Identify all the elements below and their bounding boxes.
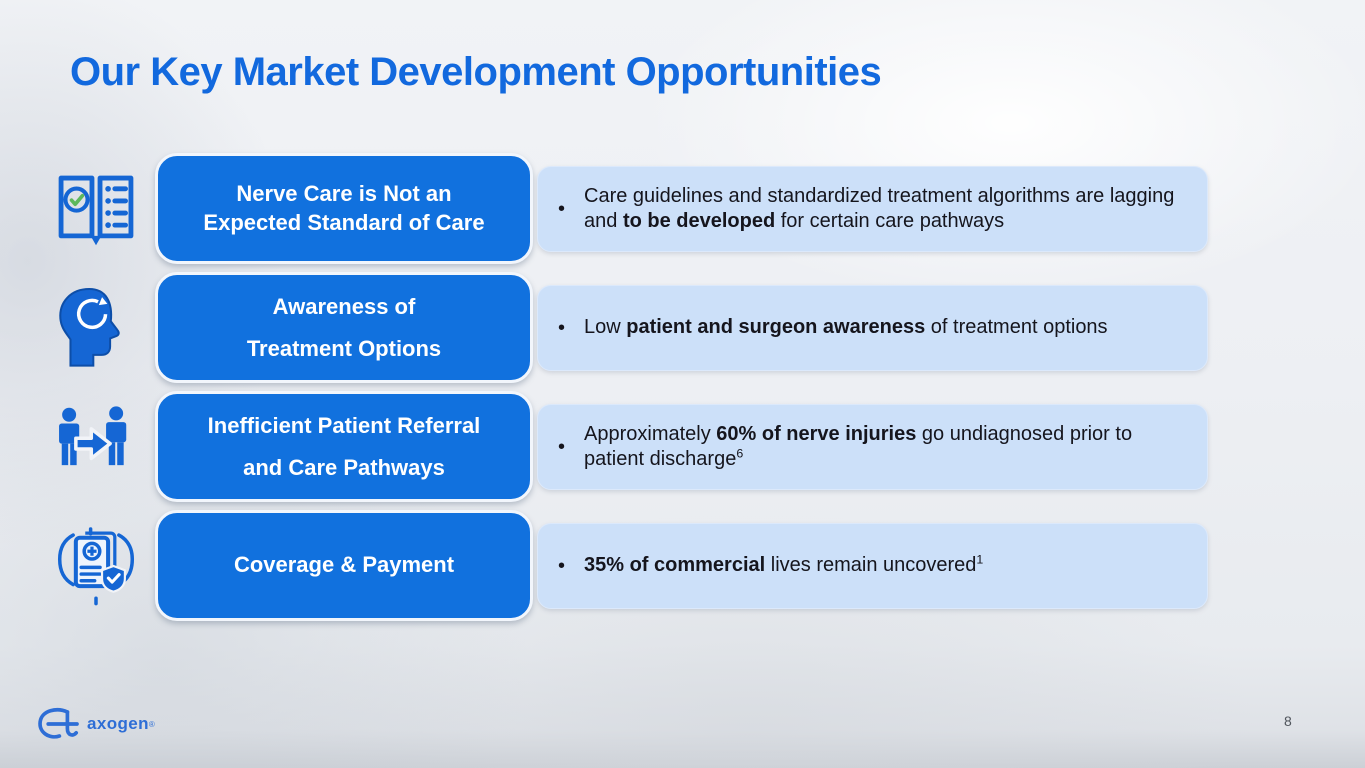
bullet-text: Care guidelines and standardized treatme… — [584, 184, 1175, 232]
opportunity-detail-box: • Low patient and surgeon awareness of t… — [537, 284, 1208, 371]
row-icon-cell — [40, 272, 152, 383]
bullet-text: 35% of commercial lives remain uncovered… — [584, 552, 984, 576]
row-icon-cell — [40, 391, 152, 502]
head-awareness-icon — [53, 285, 139, 371]
page-title: Our Key Market Development Opportunities — [70, 50, 882, 94]
bullet-marker: • — [558, 554, 566, 577]
axogen-logo-mark-icon — [38, 708, 79, 739]
bullet-marker: • — [558, 435, 566, 458]
row-icon-cell — [40, 510, 152, 621]
opportunity-row: Inefficient Patient Referral and Care Pat… — [40, 391, 1208, 502]
bullet-text: Approximately 60% of nerve injuries go u… — [584, 422, 1133, 470]
row-icon-cell — [40, 153, 152, 264]
opportunity-rows: Nerve Care is Not an Expected Standard of… — [40, 153, 1208, 621]
axogen-logo: axogen ® — [33, 704, 155, 744]
opportunity-label-box: Coverage & Payment — [155, 510, 533, 621]
opportunity-label-box: Awareness of Treatment Options — [155, 272, 533, 383]
opportunity-detail-box: • 35% of commercial lives remain uncover… — [537, 522, 1208, 609]
bullet-marker: • — [558, 197, 566, 220]
bullet-marker: • — [558, 316, 566, 339]
opportunity-label-box: Inefficient Patient Referral and Care Pat… — [155, 391, 533, 502]
coverage-payment-icon — [53, 523, 139, 609]
opportunity-label-box: Nerve Care is Not an Expected Standard of… — [155, 153, 533, 264]
opportunity-row: Awareness of Treatment Options • Low pati… — [40, 272, 1208, 383]
opportunity-label: Nerve Care is Not an Expected Standard of… — [203, 180, 485, 235]
axogen-logo-text: axogen — [87, 714, 149, 733]
bullet-text: Low patient and surgeon awareness of tre… — [584, 316, 1108, 338]
page-number: 8 — [1284, 713, 1292, 729]
patient-referral-icon — [53, 404, 139, 490]
opportunity-label: Awareness of Treatment Options — [246, 293, 442, 361]
opportunity-detail-box: • Approximately 60% of nerve injuries go… — [537, 403, 1208, 490]
opportunity-row: Nerve Care is Not an Expected Standard of… — [40, 153, 1208, 264]
opportunity-label: Coverage & Payment — [233, 552, 455, 578]
opportunity-label: Inefficient Patient Referral and Care Pat… — [207, 412, 481, 480]
opportunity-row: Coverage & Payment • 35% of commercial l… — [40, 510, 1208, 621]
registered-mark: ® — [148, 719, 155, 729]
opportunity-detail-box: • Care guidelines and standardized treat… — [537, 165, 1208, 252]
book-standards-icon — [53, 166, 139, 252]
